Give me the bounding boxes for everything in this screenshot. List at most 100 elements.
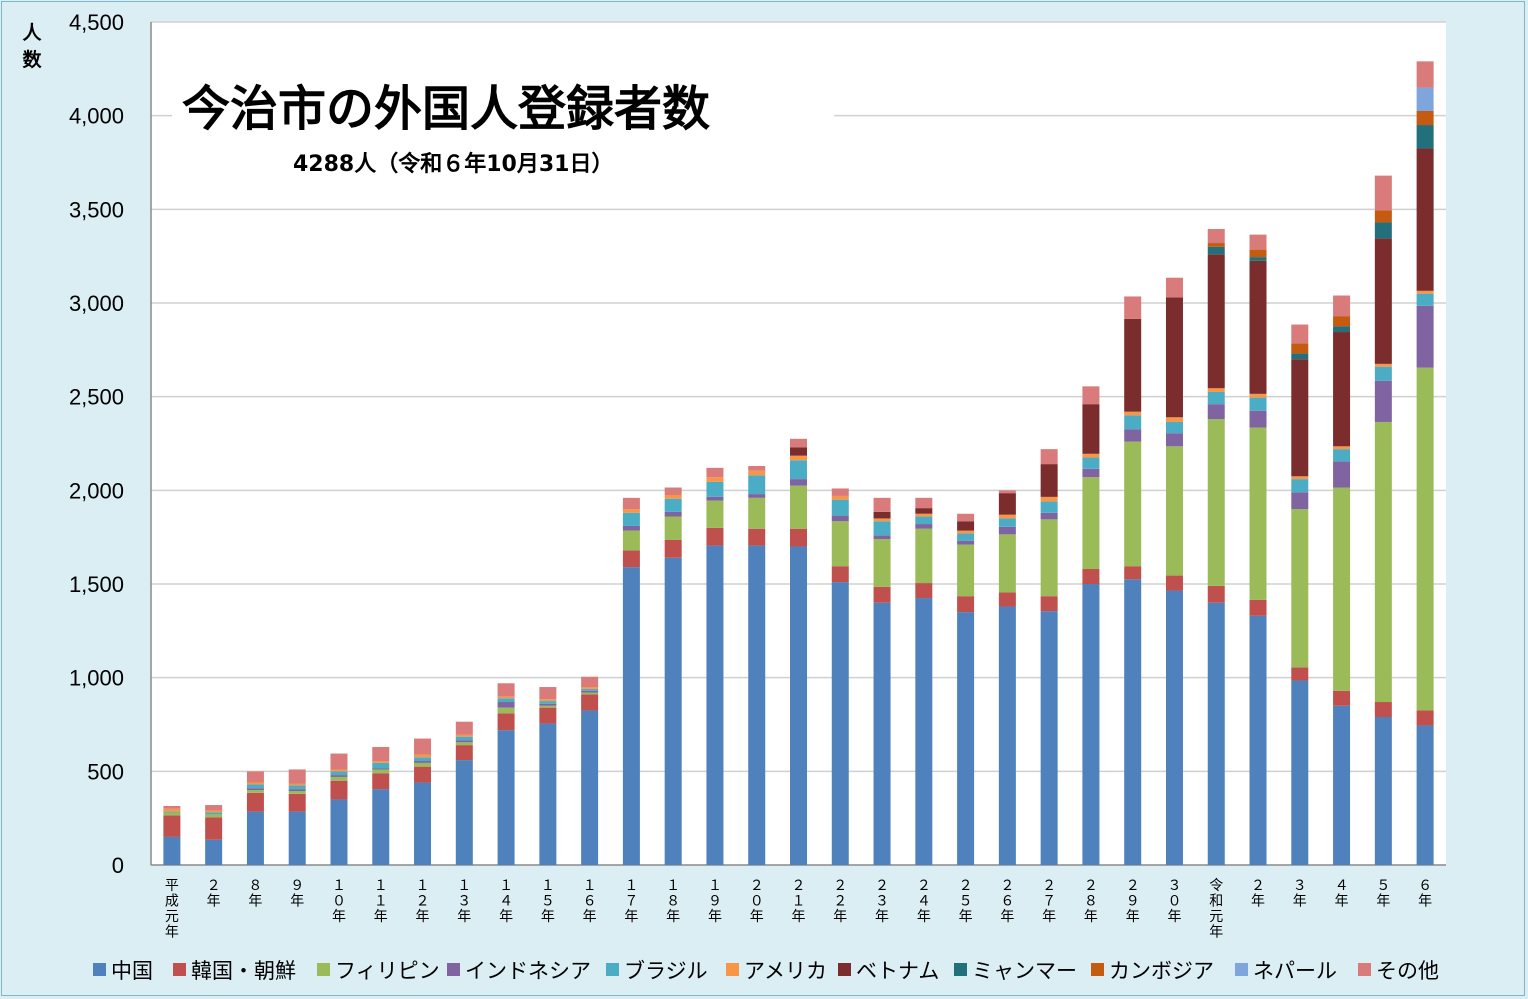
- bar-segment: [1249, 393, 1267, 398]
- bar-segment: [998, 534, 1016, 593]
- x-tick-label: 平成元年: [165, 878, 179, 941]
- y-tick-label: 4,000: [69, 104, 124, 129]
- x-tick-label: ２０年: [750, 878, 764, 925]
- y-tick-label: 2,500: [69, 385, 124, 410]
- legend-swatch: [173, 963, 186, 976]
- legend-label: 韓国・朝鮮: [191, 959, 296, 983]
- bar-segment: [246, 811, 264, 865]
- bar-segment: [205, 810, 223, 813]
- bar-segment: [330, 771, 348, 776]
- x-tick-label: ８年: [248, 878, 262, 910]
- bar-segment: [246, 771, 264, 783]
- bar-segment: [288, 811, 306, 865]
- bar-segment: [1291, 479, 1309, 493]
- bar-segment: [1207, 246, 1225, 255]
- bar-segment: [957, 540, 975, 545]
- bar-segment: [539, 699, 557, 702]
- bar-segment: [372, 769, 390, 774]
- bar-segment: [372, 768, 390, 770]
- bar-segment: [288, 789, 306, 792]
- bar-segment: [1040, 464, 1058, 497]
- y-tick-label: 500: [87, 759, 124, 784]
- bar-segment: [748, 494, 766, 498]
- bar-segment: [372, 746, 390, 762]
- bar-segment: [497, 713, 515, 731]
- bar-segment: [539, 701, 557, 704]
- bar-segment: [246, 792, 264, 812]
- bar-segment: [414, 757, 432, 762]
- bar-segment: [664, 539, 682, 558]
- legend-label: フィリピン: [335, 959, 440, 983]
- bar-segment: [372, 762, 390, 769]
- bar-segment: [1040, 496, 1058, 502]
- bar-segment: [957, 544, 975, 597]
- bar-segment: [1124, 441, 1142, 567]
- bar-segment: [1040, 611, 1058, 865]
- bar-segment: [330, 775, 348, 777]
- bar-segment: [1207, 388, 1225, 392]
- legend-label: アメリカ: [744, 959, 827, 983]
- bar-segment: [1124, 566, 1142, 580]
- bar-segment: [831, 521, 849, 567]
- bar-segment: [831, 495, 849, 500]
- bar-segment: [539, 687, 557, 700]
- y-tick-label: 1,000: [69, 666, 124, 691]
- bar-segment: [414, 762, 432, 767]
- bar-segment: [1249, 257, 1267, 261]
- x-tick-label: ２８年: [1084, 878, 1098, 925]
- bar-segment: [288, 769, 306, 784]
- bar-segment: [1124, 411, 1142, 416]
- bars: [163, 61, 1434, 865]
- bar-segment: [581, 710, 599, 865]
- bar-segment: [1040, 519, 1058, 597]
- bar-segment: [831, 582, 849, 865]
- bar-segment: [205, 805, 223, 811]
- bar-segment: [1333, 461, 1351, 488]
- bar-segment: [664, 511, 682, 517]
- bar-segment: [1416, 725, 1434, 865]
- bar-segment: [915, 583, 933, 599]
- bar-segment: [790, 460, 807, 480]
- bar-segment: [622, 509, 640, 513]
- x-tick-label: ２２年: [833, 878, 847, 925]
- bar-segment: [1249, 599, 1267, 616]
- bar-segment: [915, 516, 933, 525]
- x-tick-label: １２年: [416, 878, 430, 925]
- bar-segment: [497, 730, 515, 865]
- chart-subtitle: 4288人（令和６年10月31日）: [293, 151, 613, 177]
- bar-segment: [622, 567, 640, 865]
- bar-segment: [1165, 433, 1183, 447]
- bar-segment: [998, 518, 1016, 527]
- legend-swatch: [317, 963, 330, 976]
- bar-segment: [288, 791, 306, 794]
- bar-segment: [1082, 477, 1100, 570]
- bar-segment: [748, 545, 766, 865]
- bar-segment: [1082, 584, 1100, 865]
- bar-segment: [1416, 710, 1434, 726]
- bar-segment: [1333, 705, 1351, 865]
- bar-segment: [873, 518, 891, 522]
- bar-segment: [957, 596, 975, 613]
- x-tick-label: １８年: [666, 878, 680, 925]
- bar-segment: [455, 740, 473, 743]
- bar-segment: [1374, 366, 1392, 381]
- bar-segment: [1124, 318, 1142, 412]
- bar-segment: [790, 479, 807, 486]
- legend-swatch: [447, 963, 460, 976]
- bar-segment: [1165, 446, 1183, 576]
- x-tick-label: ５年: [1376, 878, 1390, 910]
- bar-segment: [1374, 210, 1392, 223]
- bar-segment: [1165, 421, 1183, 434]
- bar-segment: [790, 528, 807, 547]
- bar-segment: [455, 721, 473, 735]
- bar-segment: [1207, 419, 1225, 586]
- bar-segment: [1207, 602, 1225, 865]
- bar-segment: [1207, 585, 1225, 603]
- bar-segment: [539, 705, 557, 708]
- title-backdrop: [172, 72, 834, 138]
- bar-segment: [957, 530, 975, 534]
- bar-segment: [1249, 234, 1267, 250]
- bar-segment: [873, 521, 891, 536]
- bar-segment: [414, 782, 432, 865]
- bar-segment: [957, 533, 975, 541]
